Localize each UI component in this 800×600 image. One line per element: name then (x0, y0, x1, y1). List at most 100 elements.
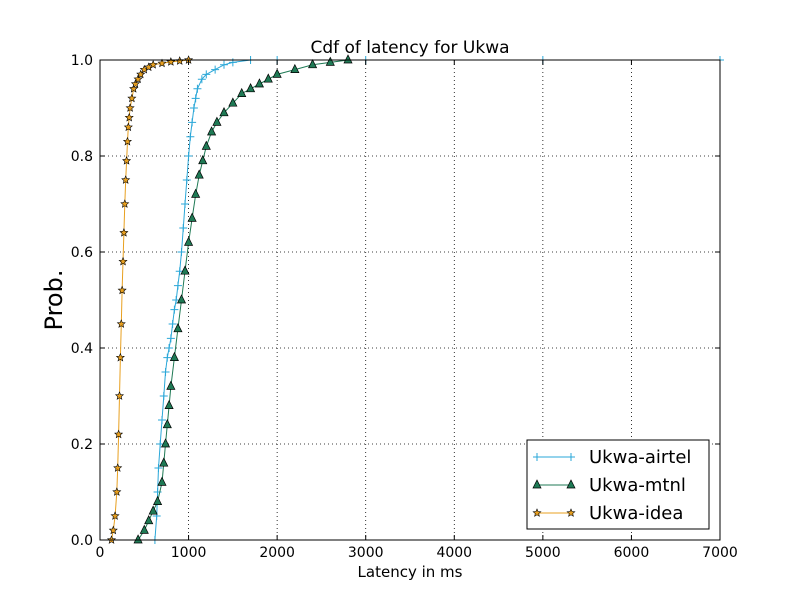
data-point (122, 156, 132, 165)
data-point (139, 524, 149, 534)
data-point (136, 69, 146, 79)
data-point (123, 122, 133, 132)
legend-label: Ukwa-mtnl (589, 475, 686, 496)
data-point (290, 63, 300, 73)
data-point (148, 505, 158, 515)
data-point (114, 391, 125, 400)
data-point (162, 419, 172, 429)
x-tick-label: 6000 (614, 545, 650, 561)
data-point (166, 57, 176, 66)
data-point (116, 319, 126, 328)
data-point (308, 59, 318, 69)
data-point (188, 118, 197, 127)
series-line (137, 59, 349, 541)
data-point (168, 320, 177, 328)
data-point (325, 56, 335, 66)
data-point (115, 352, 125, 362)
data-point (121, 175, 131, 184)
data-point (170, 305, 179, 314)
legend: Ukwa-airtel Ukwa-mtnl Ukwa-idea (526, 439, 710, 530)
data-point (180, 265, 190, 275)
y-axis-label: Prob. (40, 270, 68, 331)
data-point (159, 457, 169, 467)
data-point (165, 344, 174, 352)
x-tick-label: 5000 (525, 545, 561, 561)
data-point (207, 126, 217, 136)
data-point (194, 169, 204, 179)
x-axis-label: Latency in ms (358, 563, 463, 581)
data-point (179, 224, 188, 232)
data-point (166, 380, 176, 390)
data-point (272, 68, 282, 78)
data-point (533, 453, 541, 461)
plot-frame (99, 59, 721, 541)
data-point (175, 56, 185, 65)
data-point (144, 515, 154, 525)
data-point (169, 351, 179, 361)
data-point (127, 93, 137, 103)
data-point (157, 58, 167, 68)
y-tick-label: 0.6 (71, 245, 93, 261)
data-point (566, 479, 576, 489)
data-point (125, 103, 135, 112)
axis-ticks: 0 1000 2000 3000 4000 5000 6000 7000 0.0 0.2 0.4 0.… (71, 53, 738, 561)
series-layer (106, 54, 724, 544)
data-point (160, 438, 171, 448)
data-point (120, 199, 130, 208)
data-point (159, 392, 168, 400)
chart-title: Cdf of latency for Ukwa (310, 38, 509, 58)
data-point (110, 511, 120, 520)
data-point (263, 73, 273, 83)
data-point (193, 84, 202, 93)
data-point (181, 200, 190, 208)
data-point (246, 83, 256, 93)
data-point (164, 399, 174, 409)
x-tick-label: 0 (96, 545, 105, 561)
data-point (148, 60, 158, 69)
y-tick-label: 0.8 (71, 149, 93, 165)
data-point (187, 212, 197, 222)
x-tick-label: 2000 (259, 545, 295, 561)
data-point (219, 107, 229, 117)
y-tick-label: 0.2 (71, 437, 93, 453)
data-point (211, 65, 220, 74)
x-tick-label: 4000 (436, 545, 472, 561)
data-point (173, 323, 183, 333)
data-point (112, 487, 122, 496)
data-point (119, 228, 129, 237)
data-point (186, 132, 195, 141)
data-point (118, 256, 128, 266)
y-tick-label: 1.0 (71, 53, 93, 69)
data-point (114, 429, 124, 439)
data-point (220, 60, 228, 69)
data-point (201, 140, 211, 150)
data-point (566, 508, 576, 517)
data-point (177, 248, 186, 256)
data-point (130, 79, 140, 88)
y-tick-label: 0.4 (71, 341, 93, 357)
data-point (117, 285, 127, 295)
data-point (184, 152, 193, 160)
data-point (133, 74, 143, 84)
data-point (173, 281, 182, 290)
data-point (191, 94, 200, 103)
data-point (113, 463, 123, 472)
data-point (237, 87, 247, 97)
data-point (198, 155, 208, 165)
data-point (532, 508, 542, 517)
data-point (157, 476, 167, 486)
series-ukwa-mtnl (133, 54, 353, 544)
data-point (228, 97, 238, 107)
data-point (189, 104, 198, 112)
data-point (154, 464, 163, 472)
y-tick-label: 0.0 (71, 533, 93, 549)
legend-label: Ukwa-idea (589, 503, 683, 524)
data-point (122, 136, 133, 146)
data-point (176, 294, 187, 304)
data-point (108, 525, 118, 535)
data-point (197, 75, 206, 84)
series-ukwa-idea (106, 55, 194, 544)
data-point (184, 236, 194, 246)
data-point (212, 116, 222, 126)
